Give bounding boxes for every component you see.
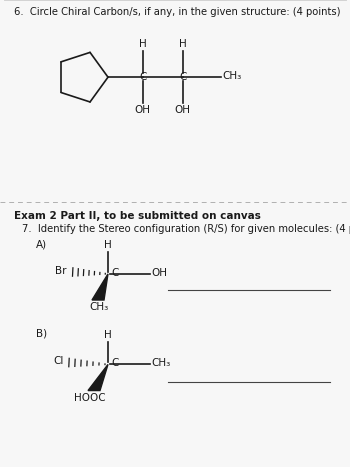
Text: 6.  Circle Chiral Carbon/s, if any, in the given structure: (4 points): 6. Circle Chiral Carbon/s, if any, in th… [14,7,341,17]
Text: OH: OH [134,105,150,115]
Text: A): A) [36,240,47,250]
Text: CH₃: CH₃ [89,302,108,312]
Text: B): B) [36,328,47,338]
Text: C: C [111,268,118,278]
Text: HOOC: HOOC [74,393,106,403]
Text: H: H [104,240,112,250]
Text: CH₃: CH₃ [222,71,241,81]
Text: H: H [139,39,147,49]
Text: 7.  Identify the Stereo configuration (R/S) for given molecules: (4 points): 7. Identify the Stereo configuration (R/… [22,224,350,234]
Text: OH: OH [151,268,167,278]
Text: H: H [104,330,112,340]
Text: Exam 2 Part II, to be submitted on canvas: Exam 2 Part II, to be submitted on canva… [14,211,261,220]
Text: Cl: Cl [54,356,64,367]
Text: H: H [179,39,187,49]
Text: Br: Br [56,266,67,276]
Polygon shape [88,364,108,390]
Text: CH₃: CH₃ [151,358,170,368]
Text: C: C [111,358,118,368]
Text: C: C [179,72,187,82]
Text: OH: OH [174,105,190,115]
Text: C: C [139,72,147,82]
Polygon shape [92,274,108,300]
